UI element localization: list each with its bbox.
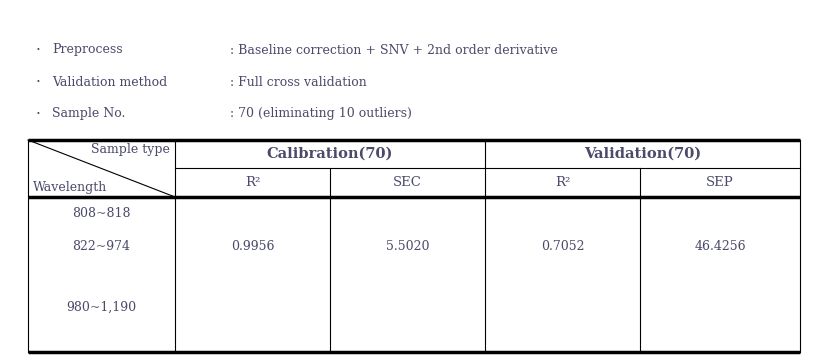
Text: Calibration(70): Calibration(70) [266,147,393,161]
Text: ·: · [36,42,41,58]
Text: Preprocess: Preprocess [52,44,122,57]
Text: 5.5020: 5.5020 [385,240,428,253]
Text: 0.9956: 0.9956 [231,240,274,253]
Text: 822~974: 822~974 [73,240,131,253]
Text: : Baseline correction + SNV + 2nd order derivative: : Baseline correction + SNV + 2nd order … [230,44,557,57]
Text: Validation(70): Validation(70) [583,147,700,161]
Text: Sample type: Sample type [91,143,170,156]
Text: ·: · [36,107,41,122]
Text: 46.4256: 46.4256 [693,240,745,253]
Text: : Full cross validation: : Full cross validation [230,76,366,89]
Text: 808~818: 808~818 [72,207,131,220]
Text: Sample No.: Sample No. [52,108,125,121]
Text: Wavelength: Wavelength [33,181,108,194]
Text: 0.7052: 0.7052 [540,240,584,253]
Text: : 70 (eliminating 10 outliers): : 70 (eliminating 10 outliers) [230,108,411,121]
Text: 980~1,190: 980~1,190 [66,301,136,314]
Text: SEP: SEP [705,176,733,189]
Text: ·: · [36,75,41,90]
Text: R²: R² [245,176,260,189]
Text: SEC: SEC [393,176,422,189]
Text: R²: R² [554,176,570,189]
Text: Validation method: Validation method [52,76,167,89]
